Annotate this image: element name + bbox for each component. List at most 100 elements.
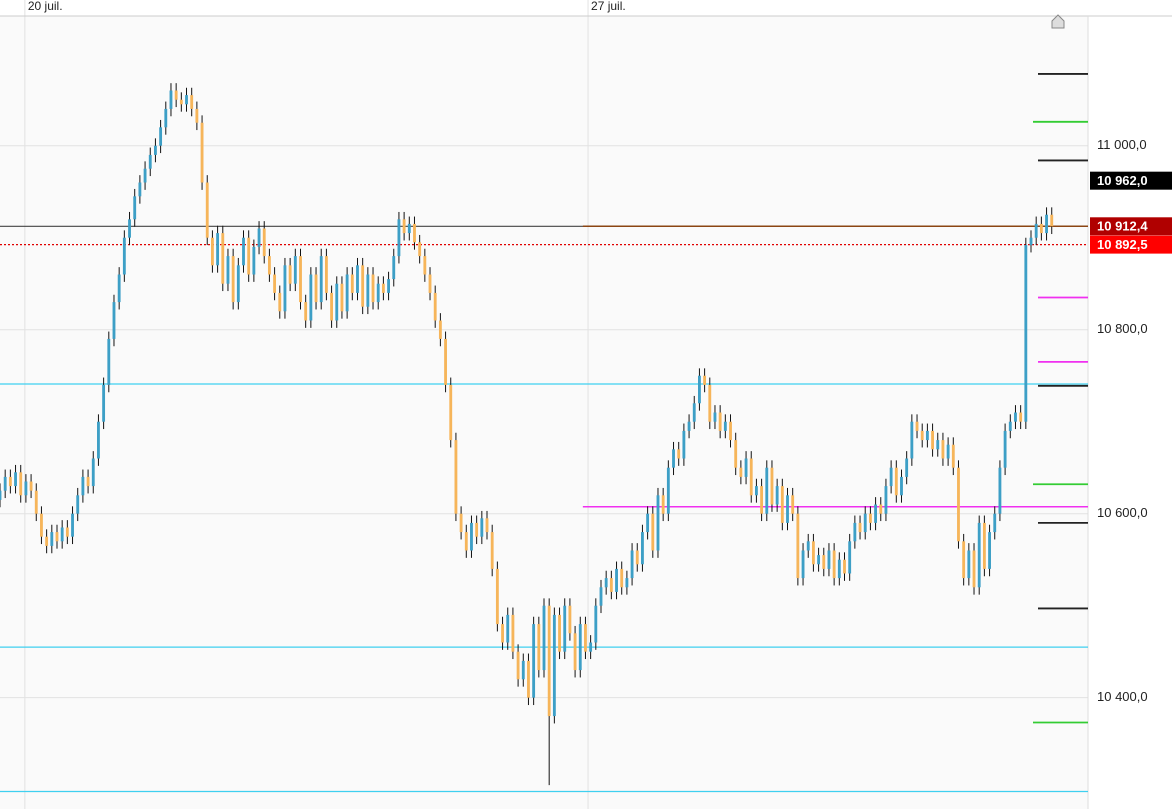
candle-body: [231, 256, 235, 303]
candle-body: [547, 605, 551, 717]
candle-body: [915, 421, 919, 431]
candle-body: [174, 90, 178, 100]
candle-body: [45, 536, 49, 546]
candle-body: [293, 256, 297, 284]
candle-body: [1034, 223, 1038, 238]
price-label-box: [1090, 217, 1172, 236]
candle-body: [1050, 214, 1054, 227]
candle-body: [117, 274, 121, 303]
candle-body: [97, 421, 100, 459]
candle-body: [423, 256, 427, 275]
candle-body: [843, 559, 846, 574]
candle-body: [309, 274, 313, 321]
candle-body: [744, 458, 748, 477]
candle-body: [257, 228, 261, 247]
candle-body: [55, 532, 59, 542]
candle-body: [475, 522, 479, 537]
y-tick-label: 10 600,0: [1097, 505, 1148, 520]
candle-body: [946, 444, 950, 459]
candle-body: [656, 495, 660, 551]
candle-body: [941, 440, 945, 459]
candle-body: [195, 108, 199, 123]
candle-body: [247, 237, 251, 275]
candle-body: [221, 233, 225, 284]
candle-body: [371, 274, 375, 303]
candle-body: [506, 614, 510, 643]
candle-body: [350, 274, 354, 293]
candle-body: [884, 486, 888, 514]
candle-body: [511, 614, 515, 652]
candle-body: [765, 467, 769, 514]
candle-body: [837, 559, 841, 579]
candle-body: [438, 320, 442, 339]
candle-body: [780, 486, 784, 523]
candle-body: [278, 292, 282, 312]
candle-body: [40, 513, 43, 537]
candle-body: [495, 568, 499, 625]
candle-body: [920, 430, 924, 441]
candle-body: [723, 421, 727, 431]
candle-body: [402, 219, 406, 234]
candle-body: [330, 292, 334, 321]
candle-body: [164, 108, 168, 128]
candle-body: [858, 522, 862, 533]
candle-body: [770, 467, 774, 505]
x-tick-label: 27 juil.: [591, 0, 626, 13]
price-label-box: [1090, 235, 1172, 254]
candle-body: [672, 449, 675, 468]
candle-body: [563, 605, 567, 652]
candle-body: [428, 274, 432, 293]
candle-body: [957, 467, 960, 542]
candle-body: [905, 458, 909, 477]
candle-body: [931, 430, 934, 450]
candle-body: [128, 219, 131, 238]
home-icon[interactable]: [1051, 14, 1065, 29]
candle-body: [558, 614, 561, 652]
candle-body: [817, 555, 821, 565]
candle-body: [14, 472, 17, 487]
candle-body: [951, 444, 955, 468]
candle-body: [666, 467, 670, 514]
candle-body: [661, 495, 665, 514]
candle-body: [578, 624, 582, 671]
candle-body: [262, 228, 266, 257]
candle-body: [708, 384, 712, 422]
candle-body: [205, 182, 209, 238]
candle-body: [796, 513, 800, 579]
candle-body: [480, 518, 484, 537]
candle-body: [19, 472, 23, 496]
candle-body: [381, 283, 385, 293]
candle-body: [273, 274, 277, 293]
candle-body: [314, 274, 318, 303]
candle-body: [361, 265, 365, 307]
candle-body: [786, 495, 789, 523]
candle-body: [925, 430, 929, 441]
candle-body: [71, 513, 74, 537]
candle-body: [879, 504, 883, 514]
x-tick-label: 20 juil.: [28, 0, 63, 13]
candle-body: [972, 550, 976, 588]
candle-body: [133, 196, 137, 220]
candle-body: [267, 256, 271, 275]
candle-body: [734, 440, 738, 468]
candle-body: [754, 486, 758, 496]
y-tick-label: 11 000,0: [1097, 137, 1147, 152]
candle-body: [1045, 214, 1048, 234]
candle-body: [910, 421, 914, 459]
candle-body: [573, 633, 577, 671]
candle-body: [102, 384, 106, 422]
candle-body: [154, 145, 157, 155]
candle-body: [749, 458, 753, 496]
candle-body: [703, 375, 707, 385]
candle-body: [760, 486, 764, 514]
candle-body: [76, 495, 80, 514]
candle-body: [283, 265, 287, 312]
candle-body: [863, 513, 867, 533]
candle-body: [444, 338, 447, 385]
candle-body: [687, 421, 691, 431]
candle-body: [470, 522, 473, 551]
candle-body: [242, 237, 245, 266]
candle-body: [822, 555, 826, 569]
candle-body: [449, 384, 453, 441]
candle-body: [122, 237, 126, 275]
